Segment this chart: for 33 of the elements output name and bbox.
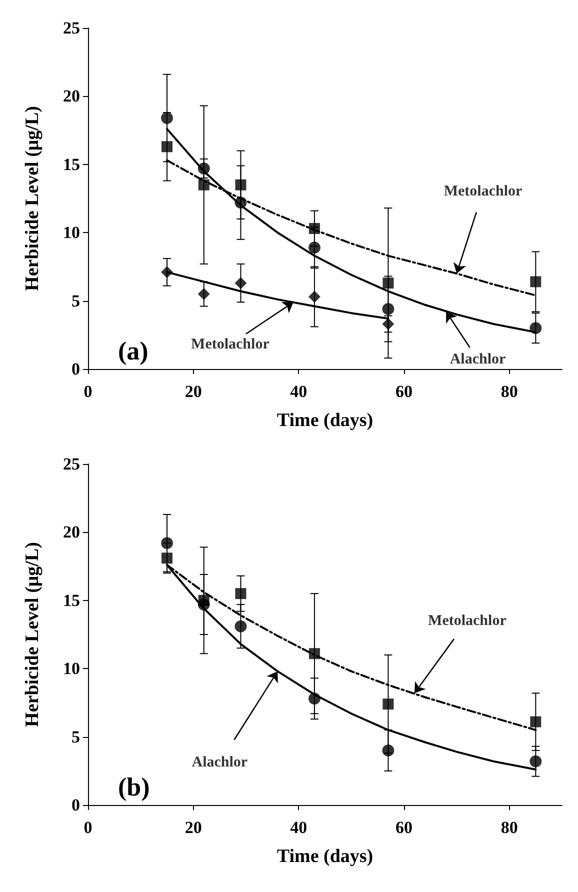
x-axis-title: Time (days) (276, 410, 374, 431)
annotation: Alachlor (192, 754, 248, 771)
y-tick-label: 0 (72, 796, 80, 814)
x-tick-label: 20 (184, 382, 202, 401)
y-tick-label: 10 (63, 659, 80, 678)
y-tick-label: 10 (63, 223, 80, 242)
x-tick-label: 20 (184, 818, 202, 837)
x-tick-label: 40 (290, 818, 308, 837)
y-tick-label: 25 (63, 18, 80, 38)
annotation: (b) (118, 772, 150, 802)
annotation: Metolachlor (444, 184, 522, 200)
annotation: (a) (118, 336, 148, 366)
x-tick-label: 60 (396, 818, 412, 837)
y-tick-label: 20 (63, 522, 80, 542)
y-tick-label: 5 (72, 727, 80, 746)
x-tick-label: 40 (290, 382, 308, 401)
annotation: Metolachlor (428, 612, 507, 629)
x-tick-label: 80 (500, 382, 518, 401)
y-tick-label: 25 (63, 454, 80, 474)
y-tick-label: 15 (63, 590, 80, 610)
x-tick-label: 80 (500, 818, 518, 837)
y-tick-label: 0 (72, 360, 80, 378)
y-tick-label: 20 (63, 86, 80, 106)
x-tick-label: 60 (396, 382, 412, 401)
y-tick-label: 5 (72, 291, 80, 310)
x-tick-label: 0 (84, 818, 92, 837)
annotation: Metolachlor (191, 336, 270, 352)
y-tick-label: 15 (63, 154, 80, 174)
annotation: Alachlor (450, 351, 506, 368)
y-axis-title: Herbicide Level (μg/L) (22, 106, 43, 291)
y-axis-title: Herbicide Level (μg/L) (22, 542, 43, 727)
x-axis-title: Time (days) (276, 846, 374, 867)
x-tick-label: 0 (84, 382, 92, 401)
